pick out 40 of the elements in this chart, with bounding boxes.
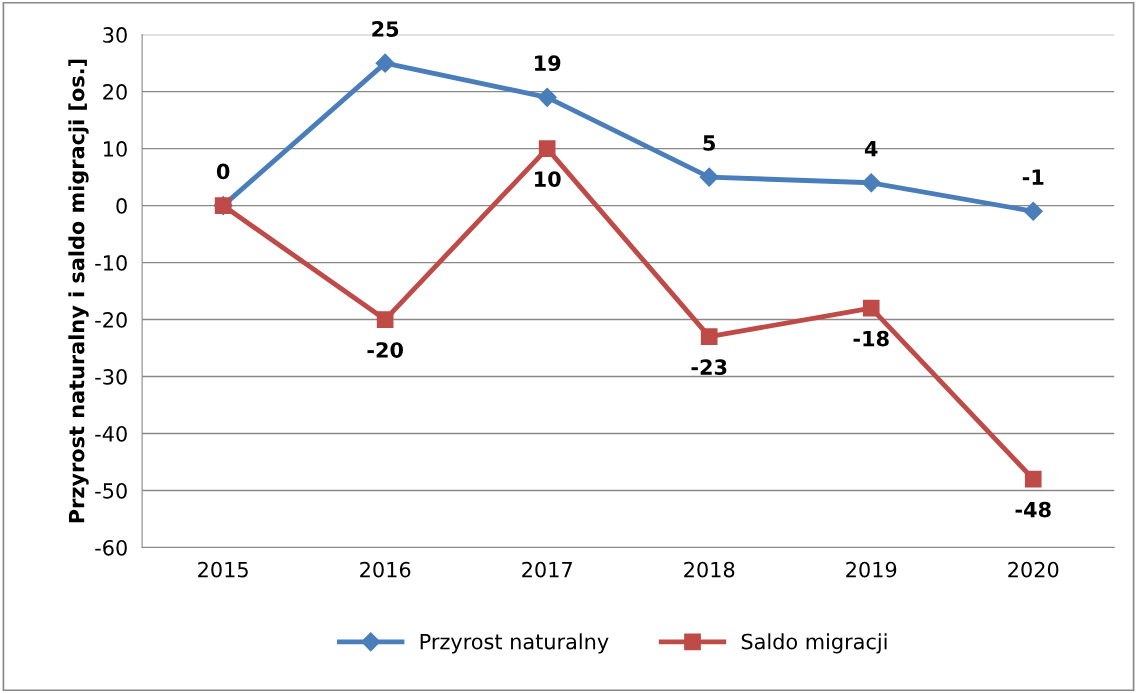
point [699, 167, 719, 187]
point [861, 173, 881, 193]
point [1023, 201, 1043, 221]
x-tick-label: 2018 [684, 561, 735, 578]
y-tick-label: -50 [95, 482, 127, 499]
y-tick-label: 10 [104, 141, 127, 157]
data-label: 25 [372, 21, 399, 37]
point [375, 53, 395, 73]
point [376, 311, 394, 328]
data-label: -48 [1015, 501, 1051, 518]
point [537, 87, 557, 107]
data-label: 4 [864, 141, 878, 157]
data-label: 0 [216, 163, 230, 180]
x-tick-label: 2019 [846, 561, 897, 578]
point [538, 140, 556, 157]
x-tick-label: 2020 [1008, 561, 1059, 578]
data-label: 19 [535, 55, 561, 72]
y-tick-label: 20 [103, 84, 127, 100]
data-label: -18 [853, 330, 889, 347]
x-tick-label: 2015 [198, 561, 248, 578]
point [1024, 470, 1042, 488]
data-label: -23 [691, 359, 727, 375]
y-axis-title: Przyrost naturalny i saldo migracji [os.] [68, 59, 89, 523]
y-tick-label: -10 [95, 255, 127, 271]
data-label: 10 [535, 171, 561, 187]
point [862, 299, 880, 317]
y-tick-label: 0 [116, 198, 127, 214]
data-label: -1 [1022, 169, 1044, 185]
y-tick-label: -40 [95, 425, 127, 442]
y-tick-label: -30 [95, 368, 127, 385]
point [700, 328, 718, 345]
y-tick-label: -60 [95, 539, 127, 556]
legend-label: Przyrost naturalny [420, 633, 609, 654]
data-label: 5 [703, 135, 715, 151]
x-tick-label: 2016 [360, 561, 411, 578]
y-tick-label: 30 [103, 27, 127, 43]
data-label: -20 [367, 342, 403, 358]
y-tick-label: -20 [95, 312, 127, 328]
x-tick-label: 2017 [522, 561, 572, 578]
legend-label: Saldo migracji [741, 633, 887, 654]
